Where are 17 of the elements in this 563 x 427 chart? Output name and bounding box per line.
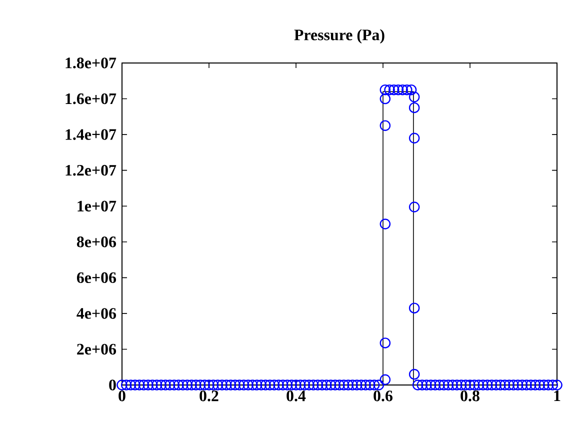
- y-tick-label: 4e+06: [76, 308, 116, 319]
- y-tick-label: 1.8e+07: [66, 58, 116, 68]
- x-tick-label: 0.4: [286, 390, 306, 402]
- y-tick-label: 1.4e+07: [66, 129, 116, 140]
- y-tick-label: 8e+06: [76, 236, 116, 248]
- y-tick-label: 1.6e+07: [66, 93, 116, 104]
- y-tick-label: 1e+07: [78, 200, 116, 212]
- x-tick-label: 1: [554, 390, 560, 402]
- x-tick-label: 0.8: [460, 390, 480, 402]
- x-tick-label: 0.6: [374, 390, 392, 402]
- y-tick-label: 1.2e+07: [66, 164, 116, 176]
- x-tick-label: 0: [118, 390, 126, 402]
- chart-title: Pressure (Pa): [294, 29, 384, 44]
- y-tick-label: 2e+06: [77, 344, 116, 355]
- y-tick-label: 0: [109, 380, 116, 390]
- y-tick-label: 6e+06: [76, 272, 116, 284]
- x-tick-label: 0.2: [200, 390, 218, 402]
